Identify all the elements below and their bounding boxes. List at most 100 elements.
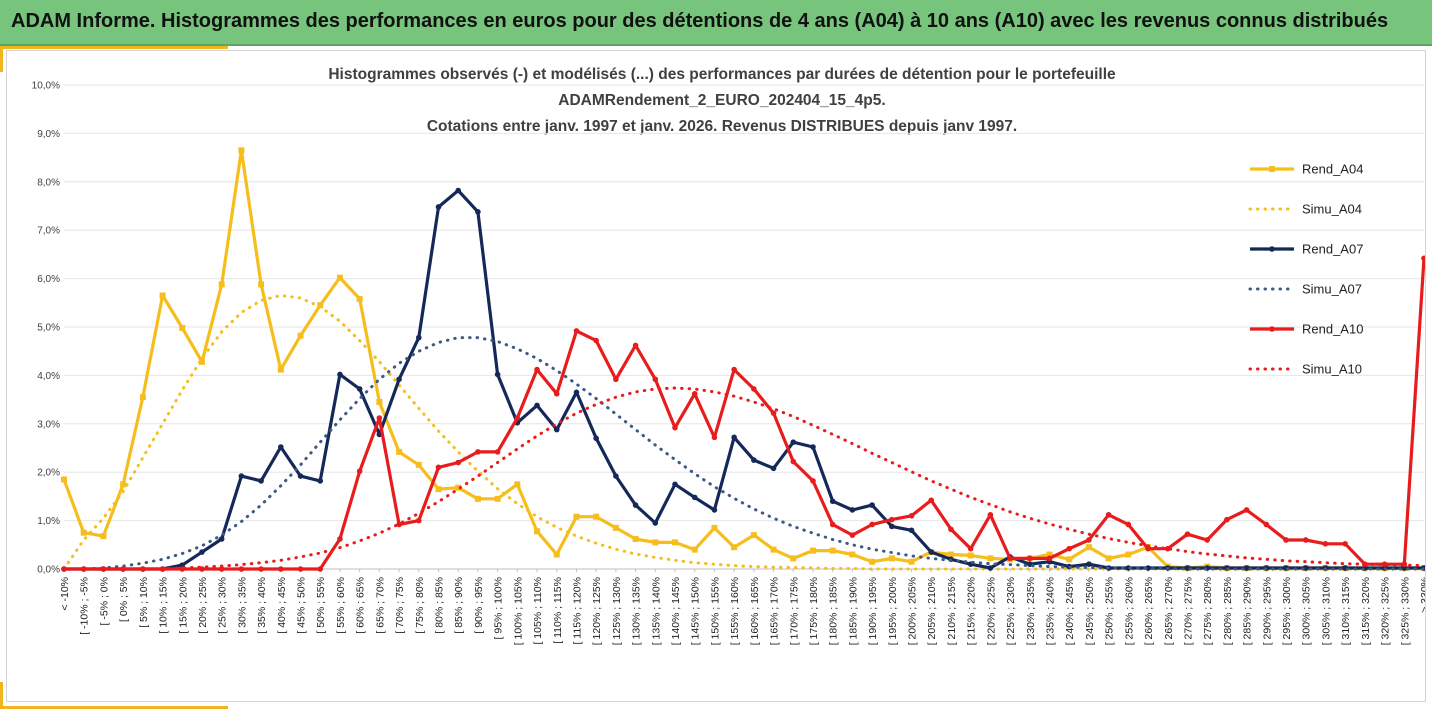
data-point-rend-a10	[1145, 545, 1151, 552]
x-axis: < -10% [ -10% ; -5% [ -5% ; 0% [ 0% ; 5% [ 5…	[59, 569, 1425, 645]
x-tick-label: [ 315% ; 320%	[1360, 577, 1372, 645]
data-point-rend-a04	[415, 461, 422, 468]
data-point-rend-a07	[652, 520, 659, 526]
data-point-rend-a07	[337, 371, 343, 378]
data-point-rend-a04	[336, 274, 343, 281]
x-tick-label: [ 190% ; 195%	[867, 577, 879, 645]
data-point-rend-a04	[61, 476, 67, 483]
data-point-rend-a07	[672, 481, 678, 488]
data-point-rend-a07	[356, 386, 363, 392]
x-tick-label: [ -5% ; 0%	[98, 577, 110, 625]
x-tick-label: [ 5% ; 10%	[138, 577, 150, 628]
x-tick-label: [ 120% ; 125%	[591, 577, 603, 645]
x-tick-label: [ 285% ; 290%	[1242, 577, 1254, 645]
x-tick-label: [ 70% ; 75%	[394, 577, 406, 634]
page-title: ADAM Informe. Histogrammes des performan…	[11, 10, 1389, 32]
x-tick-label: [ 65% ; 70%	[374, 577, 386, 634]
accent-line-top	[0, 46, 228, 49]
data-point-rend-a10	[1046, 555, 1053, 562]
data-point-rend-a04	[534, 528, 541, 535]
data-point-rend-a04	[198, 358, 205, 365]
legend-label-simu-a10: Simu_A10	[1302, 362, 1362, 377]
y-tick-label: 10,0%	[32, 81, 60, 92]
data-point-rend-a04	[750, 532, 757, 539]
data-point-rend-a07	[199, 549, 205, 555]
data-point-rend-a07	[869, 502, 875, 508]
data-point-rend-a10	[415, 517, 422, 524]
data-point-rend-a04	[731, 544, 738, 551]
accent-line-left-top	[0, 46, 3, 72]
series-line-rend-a04	[62, 148, 1424, 570]
x-tick-label: [ 275% ; 280%	[1202, 577, 1214, 645]
data-point-rend-a10	[475, 449, 481, 455]
legend-label-simu-a04: Simu_A04	[1302, 202, 1362, 217]
x-tick-label: [ 140% ; 145%	[670, 577, 682, 645]
legend-label-rend-a07: Rend_A07	[1302, 242, 1363, 257]
data-point-rend-a07	[475, 209, 481, 215]
series-simu-a07	[62, 336, 1425, 571]
data-point-rend-a07	[494, 371, 501, 378]
data-point-rend-a10	[1125, 521, 1132, 528]
x-tick-label: [ 110% ; 115%	[552, 577, 564, 644]
x-tick-label: [ 280% ; 285%	[1222, 577, 1234, 645]
data-point-rend-a04	[435, 486, 442, 493]
data-point-rend-a04	[849, 551, 856, 558]
data-point-rend-a07	[1401, 565, 1408, 571]
y-tick-label: 2,0%	[37, 468, 60, 479]
x-tick-label: [ 105% ; 110%	[532, 577, 544, 645]
x-tick-label: [ 175% ; 180%	[808, 577, 820, 645]
x-tick-label: [ 235% ; 240%	[1045, 577, 1057, 645]
data-point-rend-a10	[494, 449, 501, 455]
data-point-rend-a10	[317, 566, 324, 572]
data-point-rend-a07	[258, 478, 264, 484]
data-point-rend-a07	[751, 457, 757, 463]
x-tick-label: [ 115% ; 120%	[571, 577, 583, 645]
x-tick-label: [ 180% ; 185%	[828, 577, 840, 645]
data-point-rend-a10	[376, 415, 383, 421]
data-point-rend-a10	[218, 566, 225, 572]
data-point-rend-a04	[1105, 555, 1112, 562]
data-point-rend-a04	[455, 484, 462, 491]
data-point-rend-a10	[553, 390, 560, 397]
data-point-rend-a07	[317, 478, 324, 484]
x-tick-label: [ 130% ; 135%	[631, 577, 643, 645]
chart-title-line-3: Cotations entre janv. 1997 et janv. 2026…	[427, 118, 1017, 135]
data-point-rend-a07	[731, 434, 737, 441]
data-point-rend-a10	[987, 511, 994, 518]
x-tick-label: [ 155% ; 160%	[729, 577, 741, 645]
data-point-rend-a04	[376, 399, 383, 406]
data-point-rend-a10	[1105, 511, 1112, 518]
data-point-rend-a10	[573, 328, 580, 334]
data-point-rend-a04	[553, 551, 560, 558]
x-tick-label: [ 260% ; 265%	[1143, 577, 1155, 645]
data-point-rend-a07	[987, 565, 994, 571]
data-point-rend-a04	[297, 332, 304, 339]
accent-line-bottom	[0, 706, 228, 709]
series-line-simu-a07	[62, 336, 1425, 571]
legend-label-rend-a10: Rend_A10	[1302, 322, 1363, 337]
data-point-rend-a10	[1322, 541, 1329, 547]
x-tick-label: [ 85% ; 90%	[453, 577, 465, 634]
data-point-rend-a04	[356, 295, 363, 302]
data-point-rend-a04	[632, 535, 639, 542]
data-point-rend-a04	[652, 539, 659, 546]
data-point-rend-a04	[474, 495, 481, 502]
x-tick-label: [ 0% ; 5%	[118, 577, 130, 622]
data-point-rend-a07	[534, 402, 540, 409]
data-point-rend-a07	[455, 187, 462, 194]
data-point-rend-a04	[80, 529, 87, 536]
data-point-rend-a07	[790, 439, 797, 445]
chart-title-line-2: ADAMRendement_2_EURO_202404_15_4p5.	[558, 92, 885, 109]
x-tick-label: [ 290% ; 295%	[1261, 577, 1273, 645]
data-point-rend-a07	[297, 473, 304, 479]
x-tick-label: [ 50% ; 55%	[315, 577, 327, 634]
x-tick-label: [ 95% ; 100%	[493, 577, 505, 639]
data-point-rend-a10	[928, 497, 935, 504]
y-tick-label: 7,0%	[37, 226, 60, 237]
data-point-rend-a10	[396, 521, 402, 528]
y-tick-label: 8,0%	[37, 177, 60, 188]
data-point-rend-a07	[238, 473, 245, 479]
x-tick-label: [ 310% ; 315%	[1340, 577, 1352, 645]
data-point-rend-a04	[770, 546, 777, 553]
data-point-rend-a10	[1164, 545, 1171, 552]
